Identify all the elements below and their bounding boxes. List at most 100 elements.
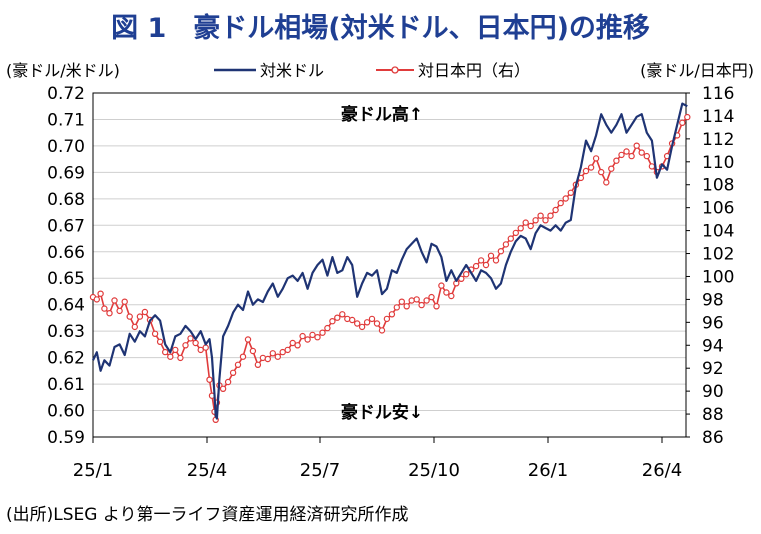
- series-jpy-point: [567, 189, 575, 196]
- series-usd-line: [92, 102, 688, 420]
- series-jpy-point: [638, 149, 645, 156]
- series-jpy-point: [618, 151, 625, 159]
- legend-usd-label: 対米ドル: [260, 61, 324, 80]
- series-jpy-point: [254, 361, 262, 368]
- left-tick-label: 0.59: [47, 428, 85, 448]
- series-jpy-point: [368, 315, 376, 323]
- series-jpy-point: [202, 344, 209, 351]
- left-tick-label: 0.60: [47, 402, 85, 422]
- series-jpy-point: [592, 155, 600, 162]
- left-tick-label: 0.65: [47, 269, 85, 289]
- series-jpy-point: [643, 152, 651, 160]
- left-tick-label: 0.68: [47, 190, 85, 210]
- right-tick-label: 104: [702, 222, 734, 242]
- right-tick-label: 94: [702, 336, 724, 356]
- series-jpy-point: [244, 336, 252, 343]
- left-axis-label: (豪ドル/米ドル): [6, 61, 120, 80]
- series-jpy-point: [393, 304, 400, 311]
- source-note: (出所)LSEG より第一ライフ資産運用経済研究所作成: [6, 505, 409, 525]
- series-jpy-point: [197, 346, 204, 354]
- series-jpy-point: [472, 262, 480, 270]
- right-tick-label: 90: [702, 382, 724, 402]
- series-jpy-point: [304, 336, 311, 343]
- chart-title: 図 1 豪ドル相場(対米ドル、日本円)の推移: [111, 13, 650, 44]
- left-tick-label: 0.67: [47, 216, 85, 236]
- right-tick-label: 114: [702, 107, 734, 127]
- series-jpy-point: [182, 342, 189, 349]
- series-jpy-point: [354, 320, 361, 327]
- left-tick-label: 0.64: [47, 296, 85, 316]
- series-jpy-point: [497, 247, 505, 255]
- series-jpy-point: [249, 347, 257, 355]
- series-jpy-point: [279, 348, 286, 356]
- series-jpy-point: [358, 323, 366, 331]
- series-jpy-point: [97, 290, 104, 297]
- series-jpy-point: [329, 318, 336, 325]
- series-jpy-point: [552, 206, 559, 214]
- right-tick-label: 96: [702, 313, 724, 333]
- right-tick-label: 88: [702, 405, 724, 425]
- plot-frame: [92, 92, 687, 438]
- x-axis-ticks: 25/1 25/4 25/7 25/10 26/1 26/4: [73, 437, 682, 481]
- series-jpy-point: [598, 168, 605, 176]
- series-jpy-point: [269, 350, 276, 357]
- x-tick-label: 26/4: [642, 460, 682, 481]
- series-jpy-point: [623, 148, 630, 155]
- series-jpy-point: [239, 353, 247, 360]
- right-tick-label: 92: [702, 359, 724, 379]
- series-jpy-point: [373, 320, 381, 327]
- right-tick-label: 106: [702, 199, 734, 219]
- x-tick-label: 26/1: [528, 460, 568, 481]
- series-jpy-point: [433, 303, 440, 310]
- series-jpy-point: [319, 329, 326, 336]
- series-jpy-point: [388, 311, 396, 318]
- series-jpy-point: [309, 331, 316, 339]
- series-jpy-point: [522, 219, 529, 226]
- right-tick-label: 102: [702, 245, 734, 265]
- series-jpy-point: [477, 257, 485, 264]
- series-jpy-point: [613, 157, 620, 164]
- series-jpy-point: [443, 289, 450, 296]
- series-jpy-point: [314, 334, 321, 341]
- x-tick-label: 25/7: [300, 460, 340, 481]
- series-jpy-point: [126, 313, 133, 320]
- series-jpy-point: [116, 307, 123, 315]
- series-jpy-point: [587, 164, 595, 171]
- x-tick-label: 25/4: [187, 460, 227, 481]
- series-usd: [92, 102, 688, 420]
- series-jpy-point: [187, 335, 194, 342]
- series-jpy-line: [92, 116, 688, 421]
- right-tick-label: 86: [702, 428, 724, 448]
- series-jpy-point: [608, 165, 615, 172]
- series-jpy-point: [517, 225, 524, 232]
- series-jpy-point: [512, 229, 520, 237]
- x-tick-label: 25/10: [408, 460, 460, 481]
- series-jpy-point: [448, 292, 455, 300]
- right-tick-label: 116: [702, 84, 734, 104]
- series-jpy-point: [378, 327, 386, 334]
- gridlines: [93, 118, 686, 412]
- right-tick-label: 98: [702, 290, 724, 310]
- series-jpy-point: [151, 330, 159, 337]
- left-axis-ticks: 0.72 0.71 0.70 0.69 0.68 0.67 0.66 0.65 0.64 0.63…: [47, 84, 85, 448]
- series-jpy: [89, 113, 691, 423]
- series-jpy-point: [603, 179, 610, 186]
- left-tick-label: 0.63: [47, 322, 85, 342]
- series-jpy-point: [229, 369, 237, 376]
- series-jpy-point: [289, 339, 296, 347]
- series-jpy-point: [224, 378, 232, 386]
- series-jpy-point: [383, 315, 391, 323]
- series-jpy-point: [628, 152, 635, 160]
- series-jpy-point: [172, 346, 179, 354]
- series-jpy-point: [527, 222, 534, 230]
- series-jpy-point: [403, 303, 410, 310]
- annotation-low: 豪ドル安↓: [341, 402, 423, 423]
- right-tick-label: 110: [702, 153, 734, 173]
- series-jpy-point: [679, 119, 686, 127]
- series-jpy-point: [507, 235, 514, 242]
- series-jpy-point: [408, 297, 415, 304]
- legend: 対米ドル 対日本円（右）: [214, 61, 530, 80]
- series-jpy-point: [482, 261, 490, 269]
- series-jpy-point: [438, 282, 445, 289]
